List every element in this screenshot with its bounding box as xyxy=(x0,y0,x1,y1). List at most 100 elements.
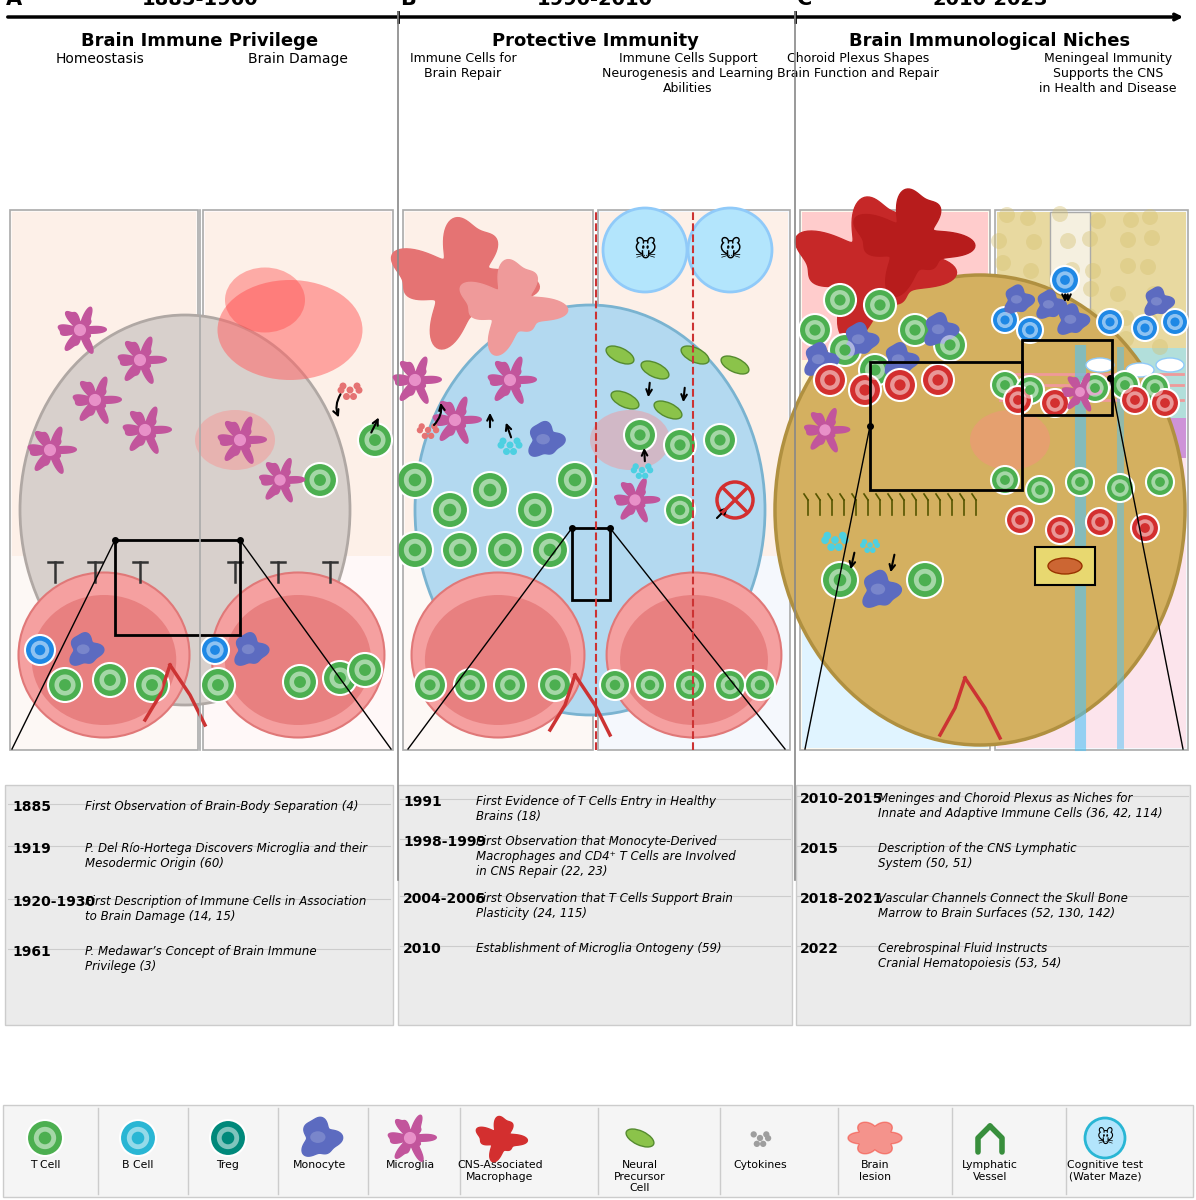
Circle shape xyxy=(1025,325,1035,335)
Ellipse shape xyxy=(18,572,189,738)
Circle shape xyxy=(1141,374,1168,402)
Polygon shape xyxy=(73,377,121,424)
FancyBboxPatch shape xyxy=(997,348,1186,420)
Circle shape xyxy=(1102,314,1118,330)
Circle shape xyxy=(444,504,457,516)
Ellipse shape xyxy=(1064,314,1076,324)
Text: P. Del Río-Hortega Discovers Microglia and their
Mesodermic Origin (60): P. Del Río-Hortega Discovers Microglia a… xyxy=(85,842,367,870)
Circle shape xyxy=(350,392,356,400)
Circle shape xyxy=(841,536,849,544)
Circle shape xyxy=(849,374,881,406)
Circle shape xyxy=(1130,395,1140,404)
Text: C: C xyxy=(797,0,812,8)
Circle shape xyxy=(1137,320,1153,336)
Ellipse shape xyxy=(785,288,1174,732)
Ellipse shape xyxy=(440,335,740,685)
Circle shape xyxy=(539,670,570,701)
Circle shape xyxy=(1075,388,1085,397)
FancyBboxPatch shape xyxy=(600,212,788,556)
Circle shape xyxy=(840,344,850,355)
Polygon shape xyxy=(71,632,104,665)
Circle shape xyxy=(704,424,736,456)
Circle shape xyxy=(864,289,896,320)
FancyBboxPatch shape xyxy=(205,212,391,556)
Text: T Cell: T Cell xyxy=(30,1160,60,1170)
Circle shape xyxy=(1127,391,1143,409)
Circle shape xyxy=(642,473,648,479)
FancyBboxPatch shape xyxy=(4,1105,1192,1198)
Ellipse shape xyxy=(775,275,1185,745)
Circle shape xyxy=(283,665,317,698)
Circle shape xyxy=(549,679,561,691)
Circle shape xyxy=(221,1132,234,1145)
Circle shape xyxy=(934,329,966,361)
Circle shape xyxy=(1006,506,1035,534)
Circle shape xyxy=(1015,515,1025,524)
Circle shape xyxy=(544,544,556,557)
Circle shape xyxy=(1021,284,1037,300)
FancyBboxPatch shape xyxy=(995,210,1188,750)
Ellipse shape xyxy=(1151,298,1163,306)
Circle shape xyxy=(59,679,71,691)
Circle shape xyxy=(1021,382,1038,398)
Circle shape xyxy=(315,474,327,486)
Text: Protective Immunity: Protective Immunity xyxy=(492,32,698,50)
Circle shape xyxy=(1110,286,1125,302)
Text: 1920-1930: 1920-1930 xyxy=(12,895,96,910)
Ellipse shape xyxy=(590,410,670,470)
Polygon shape xyxy=(391,217,539,349)
Circle shape xyxy=(201,668,234,702)
Circle shape xyxy=(671,500,689,520)
Circle shape xyxy=(1085,1118,1125,1158)
Circle shape xyxy=(207,674,228,696)
Circle shape xyxy=(1003,386,1032,414)
Circle shape xyxy=(899,314,930,346)
Circle shape xyxy=(25,635,55,665)
Circle shape xyxy=(89,394,102,406)
Circle shape xyxy=(639,467,645,473)
Ellipse shape xyxy=(100,410,270,610)
Text: Description of the CNS Lymphatic
System (50, 51): Description of the CNS Lymphatic System … xyxy=(878,842,1076,870)
Text: 🐭: 🐭 xyxy=(1097,1129,1113,1147)
Circle shape xyxy=(763,1132,769,1138)
Ellipse shape xyxy=(626,1129,654,1147)
Circle shape xyxy=(835,340,855,360)
Circle shape xyxy=(433,427,439,433)
Text: CNS-Associated
Macrophage: CNS-Associated Macrophage xyxy=(457,1160,543,1182)
FancyBboxPatch shape xyxy=(598,210,791,750)
Circle shape xyxy=(633,463,639,469)
Text: 1961: 1961 xyxy=(12,946,50,959)
Circle shape xyxy=(1091,514,1109,530)
Circle shape xyxy=(1152,473,1168,491)
Circle shape xyxy=(504,374,517,386)
Ellipse shape xyxy=(1011,295,1021,304)
Circle shape xyxy=(634,430,646,440)
Circle shape xyxy=(539,539,561,562)
Circle shape xyxy=(855,380,875,400)
Circle shape xyxy=(500,676,520,695)
Text: Neural
Precursor
Cell: Neural Precursor Cell xyxy=(615,1160,666,1193)
Circle shape xyxy=(799,314,831,346)
Circle shape xyxy=(1081,374,1109,402)
Text: A: A xyxy=(6,0,22,8)
Text: 2010·2023: 2010·2023 xyxy=(932,0,1048,8)
Text: 1991: 1991 xyxy=(403,794,441,809)
Text: B Cell: B Cell xyxy=(122,1160,154,1170)
Text: 1919: 1919 xyxy=(12,842,50,856)
Circle shape xyxy=(1060,233,1076,248)
Polygon shape xyxy=(1058,304,1090,334)
Circle shape xyxy=(404,1132,416,1144)
Ellipse shape xyxy=(822,332,1139,688)
Circle shape xyxy=(860,542,866,548)
Circle shape xyxy=(997,312,1013,328)
Circle shape xyxy=(425,427,431,433)
Circle shape xyxy=(605,676,624,695)
Circle shape xyxy=(1025,385,1035,395)
Circle shape xyxy=(1146,468,1174,496)
Circle shape xyxy=(509,448,517,455)
Circle shape xyxy=(670,436,690,455)
Circle shape xyxy=(1085,263,1102,278)
Text: 2010: 2010 xyxy=(403,942,441,956)
Circle shape xyxy=(869,547,875,553)
Polygon shape xyxy=(488,358,536,403)
